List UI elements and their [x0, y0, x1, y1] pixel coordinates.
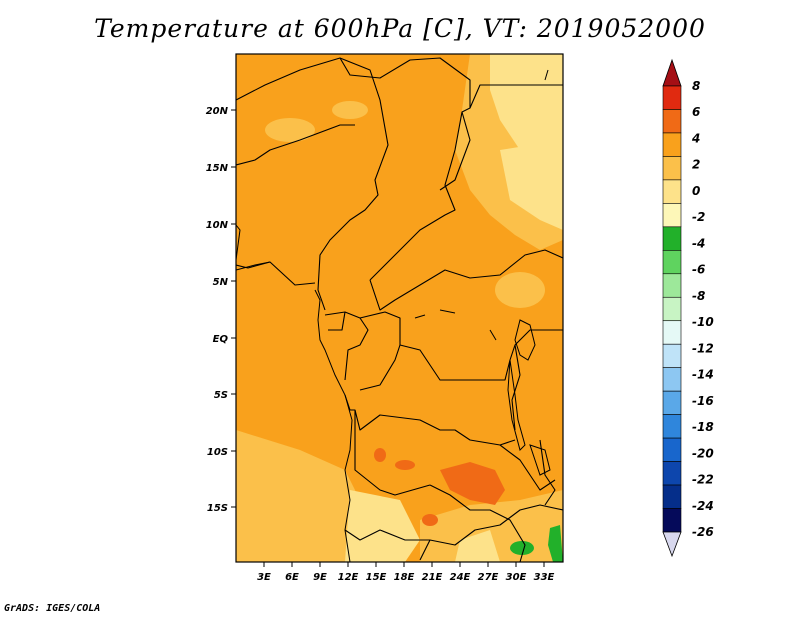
lat-tick-label: 5N — [213, 277, 229, 288]
colorbar-label: -14 — [692, 368, 714, 382]
lat-tick-label: EQ — [213, 334, 229, 345]
colorbar-label: -24 — [692, 499, 714, 513]
cold-temperature-spots — [510, 525, 563, 562]
colorbar-label: -26 — [692, 525, 714, 539]
colorbar-segment — [662, 226, 682, 251]
lon-tick-label: 9E — [313, 572, 327, 583]
colorbar-segment — [662, 367, 682, 392]
colorbar-segment — [662, 484, 682, 509]
colorbar-label: -6 — [692, 263, 705, 277]
lat-tick-label: 15S — [207, 503, 228, 514]
colorbar-label: -10 — [692, 315, 714, 329]
lat-tick-label: 15N — [206, 163, 229, 174]
lat-tick-label: 10S — [207, 447, 228, 458]
lon-tick-label: 6E — [285, 572, 299, 583]
pale-temperature-regions — [345, 54, 563, 562]
lon-tick-label: 18E — [394, 572, 415, 583]
lon-tick-label: 15E — [366, 572, 387, 583]
colorbar-label: -16 — [692, 394, 714, 408]
colorbar-segment — [662, 156, 682, 181]
map-panel — [236, 54, 563, 562]
colorbar-label: -4 — [692, 236, 705, 250]
lat-tick-label: 10N — [206, 220, 229, 231]
colorbar-segment — [662, 132, 682, 157]
colorbar-segment — [662, 320, 682, 345]
lon-tick-label: 21E — [422, 572, 443, 583]
colorbar-segment — [662, 273, 682, 298]
colorbar-label: 4 — [691, 131, 700, 145]
colorbar-label: -18 — [692, 420, 714, 434]
coastline-and-lakes — [236, 69, 551, 562]
map-frame — [235, 53, 564, 563]
lon-tick-label: 30E — [506, 572, 527, 583]
grads-credit: GrADS: IGES/COLA — [4, 603, 101, 614]
colorbar-segment — [662, 508, 682, 533]
colorbar-label: -12 — [692, 341, 714, 355]
colorbar-segment — [662, 109, 682, 134]
lon-tick-label: 3E — [257, 572, 271, 583]
colorbar-label: 6 — [692, 105, 700, 119]
country-borders — [236, 57, 563, 562]
colorbar-segment — [662, 203, 682, 228]
colorbar-bottom-triangle — [662, 531, 682, 558]
lat-tick-label: 20N — [206, 106, 229, 117]
lon-tick-label: 27E — [478, 572, 499, 583]
colorbar-segment — [662, 85, 682, 110]
colorbar-label: -2 — [692, 210, 705, 224]
colorbar-label: 2 — [692, 158, 700, 172]
latitude-axis: 20N 15N 10N 5N EQ 5S 10S 15S — [206, 106, 236, 514]
colorbar-segment — [662, 250, 682, 275]
longitude-axis: 3E 6E 9E 12E 15E 18E 21E 24E 27E 30E 33E — [257, 562, 555, 583]
colorbar-label: -8 — [692, 289, 705, 303]
lon-tick-label: 12E — [338, 572, 359, 583]
colorbar: 8 6 4 2 0 -2 -4 -6 -8 -10 -12 -14 -16 -18 -20 -22 -24 -26 — [662, 58, 714, 558]
colorbar-segment — [662, 437, 682, 462]
map-title: Temperature at 600hPa [C], VT: 201905200… — [94, 14, 706, 43]
lat-tick-label: 5S — [214, 390, 228, 401]
lon-tick-label: 33E — [534, 572, 555, 583]
colorbar-top-triangle — [662, 58, 682, 87]
colorbar-label: -22 — [692, 473, 714, 487]
colorbar-segment — [662, 390, 682, 415]
colorbar-label: -20 — [692, 446, 714, 460]
lon-tick-label: 24E — [450, 572, 471, 583]
colorbar-label: 0 — [692, 184, 700, 198]
colorbar-label: 8 — [692, 79, 700, 93]
colorbar-segment — [662, 343, 682, 368]
colorbar-segment — [662, 414, 682, 439]
colorbar-segment — [662, 179, 682, 204]
colorbar-segment — [662, 296, 682, 322]
colorbar-segment — [662, 461, 682, 486]
warm-temperature-spots — [374, 448, 505, 526]
